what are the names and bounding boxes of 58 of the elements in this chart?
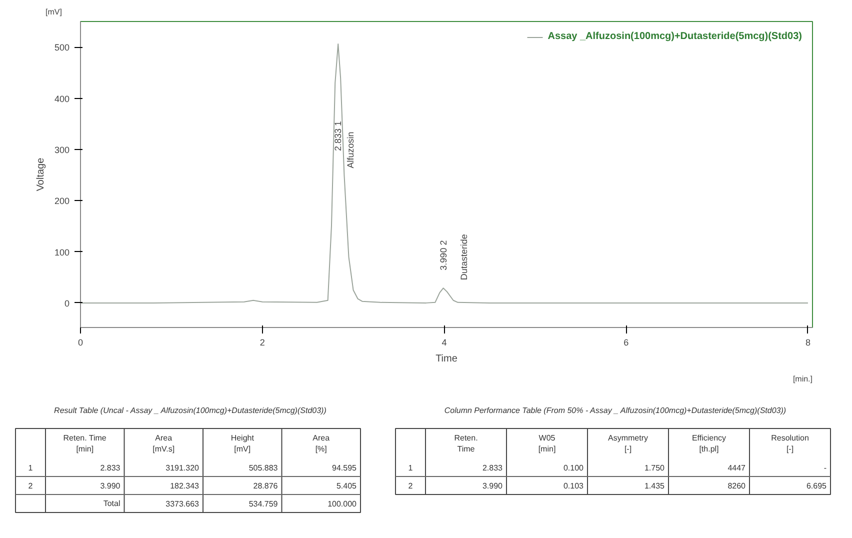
category-label: 1	[408, 464, 413, 472]
text: 100.000	[328, 500, 357, 508]
text: 6.695	[806, 482, 827, 490]
category-label: W05 [min]	[538, 434, 556, 454]
annotation: Dutasteride	[459, 234, 470, 280]
annotation: 3.990 2	[438, 240, 449, 270]
text: 3.990	[482, 482, 503, 490]
y-tick-label: 300	[54, 144, 70, 155]
y-axis-title: Voltage	[35, 157, 46, 192]
text: 3373.663	[166, 500, 200, 508]
category-label: 2	[408, 482, 413, 490]
annotation: Alfuzosin	[346, 132, 356, 168]
x-tick-label: 8	[805, 338, 810, 348]
text: [min.]	[792, 374, 813, 384]
x-tick-label: 2	[260, 338, 265, 348]
category-label: Efficiency [th.pl]	[692, 434, 726, 454]
line-series	[80, 44, 808, 304]
y-tick-label: 0	[64, 298, 70, 308]
category-label: 2	[28, 482, 33, 490]
text: Result Table (Uncal - Assay _ Alfuzosin(100mcg)+Dutasteride(5mcg)(Std03))	[54, 406, 327, 415]
y-tick-label: 200	[54, 196, 70, 206]
category-label: Height [mV]	[230, 434, 255, 454]
text: 4447	[728, 464, 746, 472]
y-tick-label: 500	[54, 42, 70, 53]
text: 5.405	[336, 482, 357, 490]
annotation: 2.833 1	[333, 120, 344, 151]
text: 94.595	[332, 464, 356, 472]
text: 1.750	[644, 464, 665, 472]
y-tick-label: 100	[54, 247, 70, 258]
text: 1.435	[644, 482, 665, 490]
text: 0.103	[563, 482, 584, 490]
text: Total	[103, 499, 120, 508]
text: Column Performance Table (From 50% - Assay _ Alfuzosin(100mcg)+Dutasteride(5mcg)(Std03))	[444, 406, 786, 415]
category-label: Asymmetry [-]	[608, 434, 648, 454]
x-tick-label: 0	[78, 338, 84, 348]
category-label: 1	[28, 464, 33, 472]
category-label: Area [%]	[312, 434, 330, 454]
text: -	[824, 464, 827, 472]
text: 2.833	[100, 464, 120, 472]
text: 0.100	[563, 464, 584, 472]
category-label: Reten. Time [min]	[63, 434, 107, 454]
category-label: Area [mV.s]	[152, 434, 175, 454]
category-label: Reten. Time	[454, 434, 478, 454]
text: 28.876	[253, 482, 278, 490]
legend-label: Assay _Alfuzosin(100mcg)+Dutasteride(5mcg)(Std03)	[548, 31, 802, 42]
y-tick-label: 400	[54, 94, 70, 104]
x-tick-label: 6	[624, 338, 629, 348]
category-label: Resolution [-]	[771, 434, 809, 454]
text: 3.990	[100, 482, 120, 490]
text: 505.883	[248, 464, 278, 472]
text: 3191.320	[166, 464, 200, 472]
text: 182.343	[170, 482, 200, 490]
x-axis-title: Time	[436, 354, 458, 364]
text: 8260	[728, 482, 746, 490]
text: [mV]	[46, 8, 62, 16]
text: 534.759	[248, 500, 278, 508]
x-tick-label: 4	[442, 338, 447, 348]
text: 2.833	[482, 464, 503, 472]
